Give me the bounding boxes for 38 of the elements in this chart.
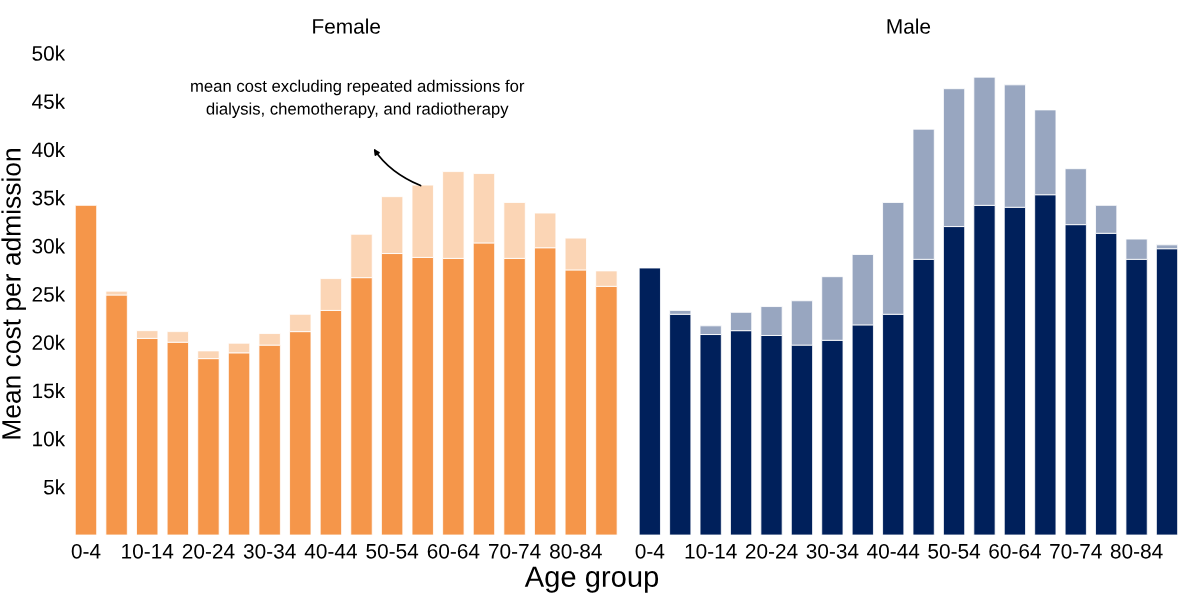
x-tick-label: 10-14 xyxy=(685,543,737,559)
x-tick-label: 30-34 xyxy=(806,543,859,559)
x-tick-label: 70-74 xyxy=(489,543,541,559)
y-tick-label: 40k xyxy=(32,141,66,158)
bar xyxy=(1155,248,1179,536)
x-tick-label: 70-74 xyxy=(1050,543,1102,559)
x-tick-label: 0-4 xyxy=(635,543,665,559)
y-tick-label: 15k xyxy=(33,382,66,399)
x-tick-label: 60-64 xyxy=(427,543,480,559)
chart-title: Male xyxy=(887,18,931,34)
y-tick-label: 25k xyxy=(32,286,66,302)
x-tick-label: 20-24 xyxy=(182,543,235,559)
x-tick-label: 50-54 xyxy=(928,543,981,559)
bar xyxy=(105,294,128,536)
annotation: mean cost excluding repeated admissions for dialysis, chemotherapy, and radiotherapy xyxy=(191,79,525,118)
y-axis-title: Mean cost per admission xyxy=(1,149,26,439)
bar xyxy=(74,204,98,536)
x-tick-label: 40-44 xyxy=(304,543,357,559)
y-tick-label: 50k xyxy=(32,45,66,61)
x-tick-label: 50-54 xyxy=(366,543,419,559)
x-tick-label: 80-84 xyxy=(550,543,602,559)
y-tick-label: 10k xyxy=(33,431,66,447)
y-tick-label: 20k xyxy=(32,334,66,350)
bar xyxy=(669,313,692,536)
y-tick-label: 35k xyxy=(32,190,66,206)
x-tick-label: 30-34 xyxy=(243,543,296,559)
y-tick-label: 5k xyxy=(43,479,66,495)
x-tick-label: 80-84 xyxy=(1110,543,1163,559)
y-tick-label: 30k xyxy=(32,238,66,254)
y-tick-label: 45k xyxy=(32,93,66,109)
x-tick-label: 10-14 xyxy=(122,543,174,559)
x-tick-label: 20-24 xyxy=(745,543,798,559)
x-tick-label: 60-64 xyxy=(989,543,1041,559)
chart-title: Female xyxy=(313,18,381,34)
bar xyxy=(638,267,661,536)
x-tick-label: 0-4 xyxy=(71,543,101,559)
x-axis-title: Age group xyxy=(524,566,659,593)
x-tick-label: 40-44 xyxy=(867,543,920,559)
